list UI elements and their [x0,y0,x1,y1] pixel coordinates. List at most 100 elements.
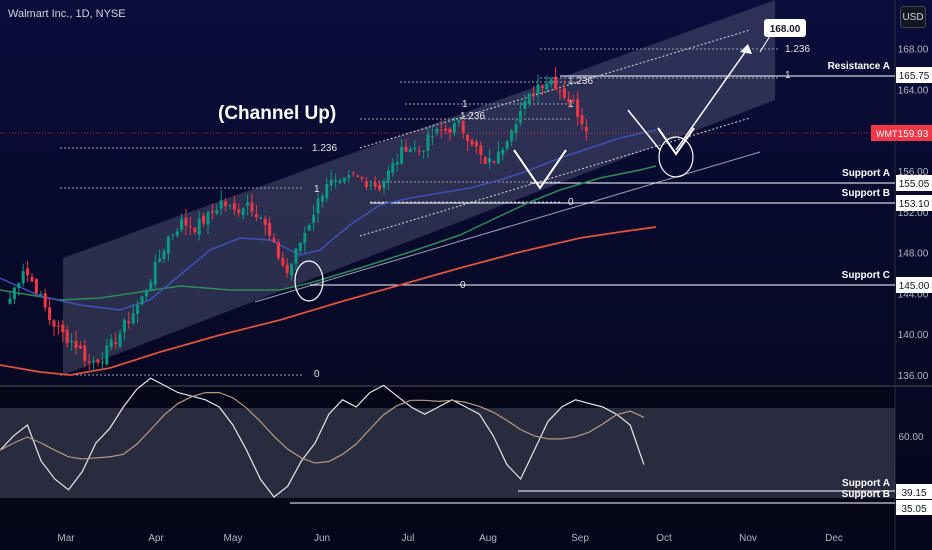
resistance-a-label: Resistance A [828,61,890,72]
level-tag-value: 145.00 [899,281,930,292]
candle [34,279,38,294]
candle [470,140,474,145]
candle [61,324,65,333]
candle [444,128,448,131]
candle [272,238,276,242]
candle [303,232,307,244]
price-tick: 164.00 [898,85,929,96]
candle [127,321,131,323]
candle [360,177,364,179]
price-tick: 168.00 [898,45,929,56]
candle [342,177,346,182]
ma100-line [0,165,657,301]
candle [30,276,34,282]
candle [206,212,210,225]
time-tick: Sep [571,533,589,544]
candle [351,172,355,174]
fib-label: 1.236 [785,44,810,55]
candle [219,200,223,209]
rsi-ma-line [0,392,645,464]
fib-label: 1.236 [312,143,337,154]
price-tick: 136.00 [898,371,929,382]
candle [571,100,575,102]
candle [364,181,368,188]
candle [408,148,412,153]
support-c-label: Support C [842,270,890,281]
target-value: 168.00 [770,24,801,35]
time-tick: Apr [148,533,164,544]
candle [92,360,96,363]
candle [268,222,272,236]
candle [338,180,342,184]
candle [105,345,109,365]
candle [87,361,91,363]
candle [492,160,496,163]
candle [78,345,82,349]
candle [166,236,170,254]
candle [224,201,228,207]
candle [48,307,52,320]
time-tick: Aug [479,533,497,544]
support-a-label: Support A [842,168,890,179]
candle [413,147,417,150]
last-price-symbol: WMT [876,129,898,139]
rsi-level-tag [896,484,932,499]
candle [479,145,483,155]
candle [259,217,263,219]
candle [474,141,478,147]
rsi-level-tag-value: 39.15 [901,488,926,499]
candle [356,175,360,177]
pattern-annotation: (Channel Up) [218,103,336,124]
target-callout-line [759,35,771,53]
candle [554,76,558,90]
candle [518,111,522,123]
candle [391,162,395,173]
candle [17,282,21,289]
candle [527,93,531,104]
fib-label: 1 [314,184,320,195]
fib-label: 1 [462,99,468,110]
candle [325,184,329,199]
circle-marker [294,260,324,302]
time-tick: Dec [825,533,843,544]
candle [545,83,549,90]
level-tag-value: 165.75 [899,71,930,82]
price-tick: 156.00 [898,167,929,178]
candle [404,146,408,152]
candle [83,345,87,361]
candle [158,258,162,262]
candle [329,179,333,186]
time-tick: Oct [656,533,672,544]
candle [96,359,100,363]
candle [188,226,192,228]
candle [65,329,69,343]
candle [26,268,30,276]
time-tick: Nov [739,533,757,544]
candle [21,271,25,284]
candle [496,151,500,164]
currency-button[interactable]: USD [900,6,926,28]
candle [56,325,60,327]
candle [149,282,153,291]
candle [118,333,122,347]
candle [536,84,540,94]
candle [312,215,316,223]
path-arrow-down [627,109,661,151]
candle [202,215,206,224]
level-tag [896,67,932,83]
level-tag [896,195,932,211]
candle [386,170,390,182]
candle [439,129,443,131]
circle-marker [658,136,694,178]
candle [228,205,232,207]
candle [369,185,373,187]
rsi-support-a-label: Support A [842,478,890,489]
candle [210,211,214,213]
v-marker [657,127,695,156]
candle [435,129,439,134]
candle [43,293,47,308]
candle [193,227,197,233]
candle [250,202,254,212]
candle [215,209,219,214]
